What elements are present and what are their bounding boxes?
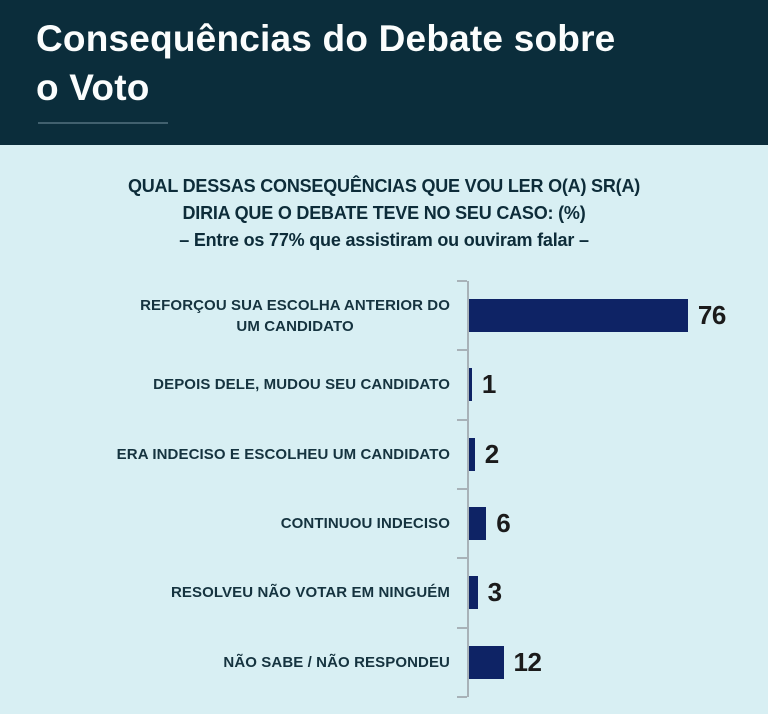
axis-tick	[457, 280, 467, 282]
chart-row: DEPOIS DELE, MUDOU SEU CANDIDATO 1	[0, 350, 768, 419]
category-label: CONTINUOU INDECISO	[280, 515, 450, 533]
title-underline-divider	[38, 121, 168, 124]
chart-row: CONTINUOU INDECISO 6	[0, 489, 768, 558]
axis-tick	[457, 488, 467, 490]
axis-tick	[457, 626, 467, 629]
page-title: Consequências do Debate sobre o Voto	[36, 18, 616, 108]
bar	[469, 299, 688, 333]
bar	[469, 645, 504, 679]
chart-question-line-1: QUAL DESSAS CONSEQUÊNCIAS QUE VOU LER O(…	[127, 176, 641, 196]
bar	[469, 507, 487, 541]
chart-row: REFORÇOU SUA ESCOLHA ANTERIOR DO UM CAND…	[0, 281, 768, 350]
chart-row: ERA INDECISO E ESCOLHEU UM CANDIDATO 2	[0, 420, 768, 489]
category-label: REFORÇOU SUA ESCOLHA ANTERIOR DO UM CAND…	[140, 296, 450, 335]
bar-chart: REFORÇOU SUA ESCOLHA ANTERIOR DO UM CAND…	[0, 280, 768, 698]
y-axis-line	[467, 281, 469, 697]
category-label: NÃO SABE / NÃO RESPONDEU	[223, 653, 450, 671]
value-label: 76	[697, 300, 726, 331]
axis-tick	[457, 696, 467, 698]
axis-tick	[457, 557, 467, 560]
chart-row: NÃO SABE / NÃO RESPONDEU 12	[0, 628, 768, 697]
chart-rows: REFORÇOU SUA ESCOLHA ANTERIOR DO UM CAND…	[0, 281, 768, 697]
chart-question-line-3: – Entre os 77% que assistiram ou ouviram…	[179, 230, 589, 250]
category-label: ERA INDECISO E ESCOLHEU UM CANDIDATO	[116, 445, 450, 463]
value-label: 6	[496, 508, 511, 539]
category-label: DEPOIS DELE, MUDOU SEU CANDIDATO	[153, 376, 450, 394]
category-label: RESOLVEU NÃO VOTAR EM NINGUÉM	[170, 584, 450, 602]
bar	[469, 576, 478, 610]
chart-question-line-2: DIRIA QUE O DEBATE TEVE NO SEU CASO: (%)	[182, 203, 586, 223]
value-label: 12	[513, 646, 542, 677]
bar	[469, 437, 475, 471]
page-header: Consequências do Debate sobre o Voto	[0, 0, 768, 145]
chart-question: QUAL DESSAS CONSEQUÊNCIAS QUE VOU LER O(…	[0, 173, 768, 254]
value-label: 1	[481, 369, 496, 400]
chart-row: RESOLVEU NÃO VOTAR EM NINGUÉM 3	[0, 558, 768, 627]
axis-tick	[457, 418, 467, 421]
axis-tick	[457, 349, 467, 352]
bar	[469, 368, 472, 402]
value-label: 3	[487, 577, 502, 608]
value-label: 2	[484, 438, 499, 469]
